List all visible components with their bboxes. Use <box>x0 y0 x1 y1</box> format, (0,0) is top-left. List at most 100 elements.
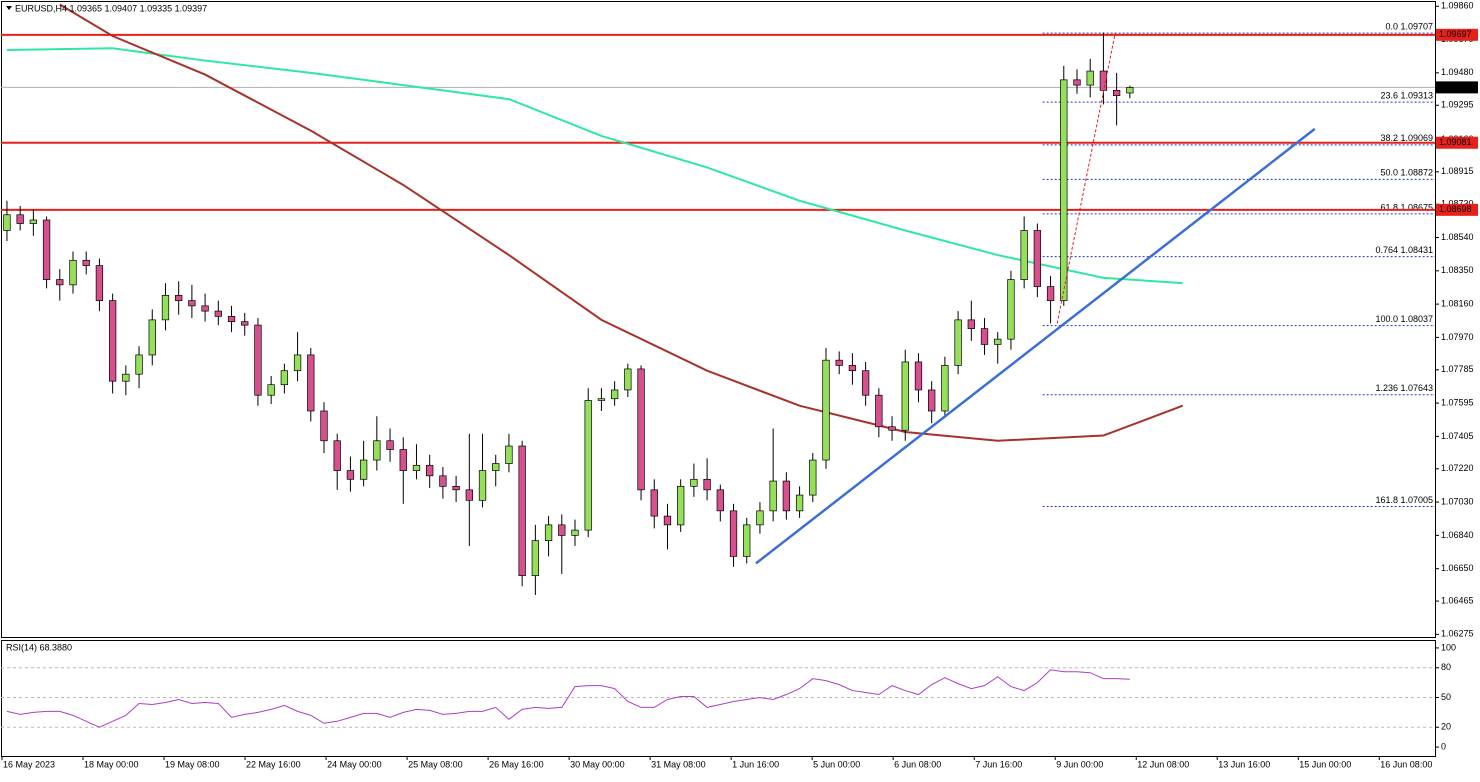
candle-body <box>241 321 249 326</box>
candle-body <box>597 398 606 401</box>
y-tick-label: 1.09295 <box>1441 100 1474 110</box>
candle-body <box>386 440 394 450</box>
y-tick-label: 1.07405 <box>1441 431 1474 441</box>
candle-body <box>135 354 143 375</box>
candle-body <box>399 449 407 471</box>
candle-body <box>56 279 64 286</box>
candle-body <box>1007 279 1015 340</box>
x-tick-label: 7 Jun 16:00 <box>975 759 1022 769</box>
candle-body <box>1112 90 1121 96</box>
trendline <box>755 127 1316 565</box>
candle-body <box>624 368 632 391</box>
x-tick-label: 15 Jun 00:00 <box>1299 759 1351 769</box>
y-tick-label: 1.08540 <box>1441 232 1474 242</box>
candle-body <box>610 389 619 400</box>
main-frame <box>1 1 1436 638</box>
x-tick-label: 1 Jun 16:00 <box>732 759 779 769</box>
candle-body <box>637 368 645 491</box>
candle-body <box>980 328 989 345</box>
candle-body <box>95 265 104 301</box>
candle-body <box>42 219 51 280</box>
candle-body <box>703 478 711 491</box>
candle-body <box>346 470 355 480</box>
candle-body <box>148 319 156 356</box>
x-tick-label: 5 Jun 00:00 <box>813 759 860 769</box>
candle-body <box>161 294 170 321</box>
candle-body <box>690 478 698 487</box>
fib-level-label: 23.6 1.09313 <box>1380 90 1433 100</box>
candle-body <box>412 464 421 471</box>
x-tick-label: 24 May 00:00 <box>327 759 382 769</box>
candle-body <box>426 464 434 477</box>
level-price-label: 1.08698 <box>1439 204 1472 214</box>
rsi-label: RSI(14) 68.3880 <box>6 642 72 652</box>
candle-body <box>373 440 381 461</box>
candle-body <box>941 365 949 412</box>
fib-level-label: 161.8 1.07005 <box>1375 495 1433 505</box>
candle-body <box>967 319 975 329</box>
candle-body <box>875 394 883 428</box>
fib-level-label: 61.8 1.08675 <box>1380 202 1433 212</box>
candle-body <box>465 489 473 501</box>
candle-body <box>254 324 262 396</box>
candle-body <box>848 365 857 372</box>
x-tick-label: 9 Jun 00:00 <box>1056 759 1103 769</box>
rsi-tick-label: 0 <box>1441 741 1446 751</box>
candle-body <box>835 359 843 366</box>
candle-body <box>69 259 77 286</box>
candle-body <box>1086 70 1094 86</box>
level-price-label: 1.09697 <box>1439 29 1472 39</box>
candle-body <box>901 361 909 431</box>
moving-average <box>6 47 1183 285</box>
x-tick-label: 22 May 16:00 <box>246 759 301 769</box>
x-tick-label: 6 Jun 08:00 <box>894 759 941 769</box>
y-tick-label: 1.07970 <box>1441 332 1474 342</box>
candle-body <box>928 389 936 412</box>
fib-level-label: 38.2 1.09069 <box>1380 133 1433 143</box>
candle-body <box>478 470 487 501</box>
candle-body <box>809 459 817 496</box>
x-tick-label: 12 Jun 08:00 <box>1137 759 1189 769</box>
candle-body <box>333 440 341 471</box>
candle-body <box>452 485 460 491</box>
fib-level-label: 50.0 1.08872 <box>1380 168 1433 178</box>
y-tick-label: 1.09860 <box>1441 1 1474 11</box>
candle-body <box>188 300 196 307</box>
y-tick-label: 1.06275 <box>1441 629 1474 639</box>
candle-body <box>122 373 130 382</box>
last-price-box <box>1436 81 1478 94</box>
y-tick-label: 1.07220 <box>1441 463 1474 473</box>
candle-body <box>716 489 724 512</box>
y-tick-label: 1.08160 <box>1441 298 1474 308</box>
fib-level-label: 1.236 1.07643 <box>1375 383 1433 393</box>
x-tick-label: 19 May 08:00 <box>165 759 220 769</box>
candle-body <box>267 384 275 396</box>
candle-body <box>994 338 1002 345</box>
candle-body <box>1046 286 1055 301</box>
x-tick-label: 26 May 16:00 <box>489 759 544 769</box>
candle-body <box>492 463 500 471</box>
candle-body <box>214 310 222 317</box>
candle-body <box>531 540 540 577</box>
candle-body <box>782 480 791 512</box>
candle-body <box>769 480 777 512</box>
level-price-box <box>1436 28 1478 41</box>
rsi-line <box>6 669 1130 728</box>
candle-body <box>1126 87 1134 94</box>
candle-body <box>16 214 24 224</box>
candle-body <box>729 510 738 557</box>
candle-body <box>29 219 38 224</box>
rsi-frame <box>1 640 1436 757</box>
candle-body <box>1073 79 1081 86</box>
level-price-label: 1.09081 <box>1439 137 1472 147</box>
candle-body <box>1060 79 1068 301</box>
candle-body <box>663 515 672 526</box>
candle-body <box>108 300 117 382</box>
candle-body <box>1033 230 1042 287</box>
y-tick-label: 1.06465 <box>1441 595 1474 605</box>
candle-body <box>1020 230 1028 280</box>
candle-body <box>756 510 764 526</box>
candle-body <box>293 354 302 372</box>
